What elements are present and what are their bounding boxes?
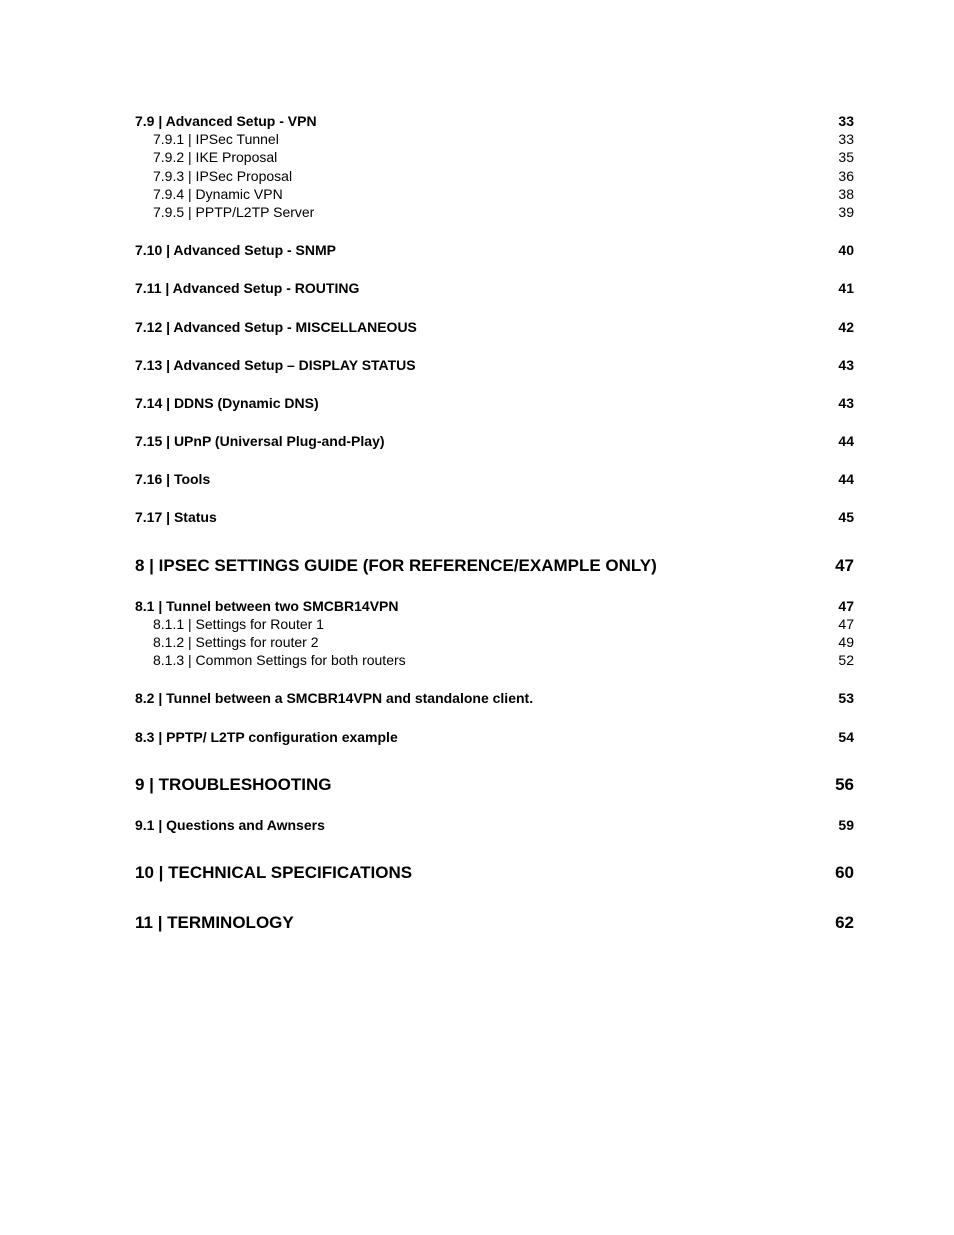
toc-sub-row: 7.9.2 | IKE Proposal 35 [135, 148, 854, 166]
toc-sub-row: 8.1.2 | Settings for router 2 49 [135, 633, 854, 651]
toc-chapter-11: 11 | TERMINOLOGY 62 [135, 912, 854, 934]
toc-header-label: 7.14 | DDNS (Dynamic DNS) [135, 394, 319, 412]
toc-header-label: 7.17 | Status [135, 508, 217, 526]
toc-sub-label: 8.1.3 | Common Settings for both routers [153, 651, 406, 669]
toc-header-page: 44 [824, 432, 854, 450]
toc-header-label: 8.2 | Tunnel between a SMCBR14VPN and st… [135, 689, 533, 707]
toc-chapter-label: 11 | TERMINOLOGY [135, 912, 294, 934]
toc-sub-page: 36 [824, 167, 854, 185]
toc-header-row: 8.1 | Tunnel between two SMCBR14VPN 47 [135, 597, 854, 615]
toc-chapter-page: 62 [835, 912, 854, 934]
toc-header-page: 44 [824, 470, 854, 488]
toc-header-label: 7.15 | UPnP (Universal Plug-and-Play) [135, 432, 385, 450]
toc-section-7-14: 7.14 | DDNS (Dynamic DNS) 43 [135, 394, 854, 412]
toc-header-row: 7.9 | Advanced Setup - VPN 33 [135, 112, 854, 130]
toc-chapter-label: 9 | TROUBLESHOOTING [135, 774, 332, 796]
toc-sub-row: 8.1.3 | Common Settings for both routers… [135, 651, 854, 669]
toc-header-label: 8.1 | Tunnel between two SMCBR14VPN [135, 597, 398, 615]
toc-header-label: 7.16 | Tools [135, 470, 210, 488]
toc-header-page: 45 [824, 508, 854, 526]
toc-header-page: 59 [824, 816, 854, 834]
toc-section-7-10: 7.10 | Advanced Setup - SNMP 40 [135, 241, 854, 259]
toc-sub-page: 33 [824, 130, 854, 148]
toc-sub-row: 7.9.1 | IPSec Tunnel 33 [135, 130, 854, 148]
toc-header-page: 43 [824, 356, 854, 374]
toc-sub-label: 7.9.3 | IPSec Proposal [153, 167, 292, 185]
toc-chapter-8: 8 | IPSEC SETTINGS GUIDE (FOR REFERENCE/… [135, 555, 854, 577]
toc-header-row: 7.13 | Advanced Setup – DISPLAY STATUS 4… [135, 356, 854, 374]
toc-sub-row: 8.1.1 | Settings for Router 1 47 [135, 615, 854, 633]
toc-header-row: 7.14 | DDNS (Dynamic DNS) 43 [135, 394, 854, 412]
toc-header-row: 8.2 | Tunnel between a SMCBR14VPN and st… [135, 689, 854, 707]
toc-header-row: 9.1 | Questions and Awnsers 59 [135, 816, 854, 834]
toc-chapter-9: 9 | TROUBLESHOOTING 56 [135, 774, 854, 796]
toc-header-label: 9.1 | Questions and Awnsers [135, 816, 325, 834]
toc-section-7-11: 7.11 | Advanced Setup - ROUTING 41 [135, 279, 854, 297]
toc-header-row: 7.11 | Advanced Setup - ROUTING 41 [135, 279, 854, 297]
toc-section-7-17: 7.17 | Status 45 [135, 508, 854, 526]
toc-section-7-9: 7.9 | Advanced Setup - VPN 33 7.9.1 | IP… [135, 112, 854, 221]
toc-chapter-label: 8 | IPSEC SETTINGS GUIDE (FOR REFERENCE/… [135, 555, 657, 577]
toc-sub-page: 47 [824, 615, 854, 633]
toc-header-label: 7.13 | Advanced Setup – DISPLAY STATUS [135, 356, 416, 374]
toc-header-page: 40 [824, 241, 854, 259]
toc-sub-row: 7.9.5 | PPTP/L2TP Server 39 [135, 203, 854, 221]
toc-header-label: 7.9 | Advanced Setup - VPN [135, 112, 317, 130]
toc-sub-row: 7.9.4 | Dynamic VPN 38 [135, 185, 854, 203]
toc-chapter-10: 10 | TECHNICAL SPECIFICATIONS 60 [135, 862, 854, 884]
toc-section-8-2: 8.2 | Tunnel between a SMCBR14VPN and st… [135, 689, 854, 707]
toc-header-row: 8.3 | PPTP/ L2TP configuration example 5… [135, 728, 854, 746]
toc-sub-label: 8.1.2 | Settings for router 2 [153, 633, 319, 651]
toc-sub-label: 7.9.4 | Dynamic VPN [153, 185, 283, 203]
toc-sub-row: 7.9.3 | IPSec Proposal 36 [135, 167, 854, 185]
toc-chapter-page: 60 [835, 862, 854, 884]
toc-chapter-page: 56 [835, 774, 854, 796]
toc-header-row: 7.12 | Advanced Setup - MISCELLANEOUS 42 [135, 318, 854, 336]
toc-header-row: 7.16 | Tools 44 [135, 470, 854, 488]
toc-section-8-3: 8.3 | PPTP/ L2TP configuration example 5… [135, 728, 854, 746]
toc-sub-page: 38 [824, 185, 854, 203]
toc-header-page: 53 [824, 689, 854, 707]
toc-sub-page: 35 [824, 148, 854, 166]
toc-sub-label: 7.9.5 | PPTP/L2TP Server [153, 203, 314, 221]
toc-section-7-13: 7.13 | Advanced Setup – DISPLAY STATUS 4… [135, 356, 854, 374]
toc-section-7-15: 7.15 | UPnP (Universal Plug-and-Play) 44 [135, 432, 854, 450]
toc-section-7-12: 7.12 | Advanced Setup - MISCELLANEOUS 42 [135, 318, 854, 336]
toc-chapter-label: 10 | TECHNICAL SPECIFICATIONS [135, 862, 412, 884]
toc-sub-label: 7.9.2 | IKE Proposal [153, 148, 277, 166]
table-of-contents: 7.9 | Advanced Setup - VPN 33 7.9.1 | IP… [135, 112, 854, 934]
toc-chapter-page: 47 [835, 555, 854, 577]
toc-header-label: 7.10 | Advanced Setup - SNMP [135, 241, 336, 259]
toc-section-9-1: 9.1 | Questions and Awnsers 59 [135, 816, 854, 834]
toc-sub-page: 49 [824, 633, 854, 651]
toc-header-page: 33 [824, 112, 854, 130]
toc-section-8-1: 8.1 | Tunnel between two SMCBR14VPN 47 8… [135, 597, 854, 670]
toc-header-label: 7.12 | Advanced Setup - MISCELLANEOUS [135, 318, 417, 336]
toc-header-page: 42 [824, 318, 854, 336]
toc-sub-page: 39 [824, 203, 854, 221]
toc-header-label: 7.11 | Advanced Setup - ROUTING [135, 279, 359, 297]
toc-header-page: 43 [824, 394, 854, 412]
toc-header-page: 41 [824, 279, 854, 297]
toc-sub-page: 52 [824, 651, 854, 669]
toc-header-row: 7.17 | Status 45 [135, 508, 854, 526]
toc-header-page: 54 [824, 728, 854, 746]
toc-header-page: 47 [824, 597, 854, 615]
toc-header-row: 7.15 | UPnP (Universal Plug-and-Play) 44 [135, 432, 854, 450]
toc-sub-label: 8.1.1 | Settings for Router 1 [153, 615, 324, 633]
toc-sub-label: 7.9.1 | IPSec Tunnel [153, 130, 279, 148]
toc-section-7-16: 7.16 | Tools 44 [135, 470, 854, 488]
toc-header-label: 8.3 | PPTP/ L2TP configuration example [135, 728, 398, 746]
toc-header-row: 7.10 | Advanced Setup - SNMP 40 [135, 241, 854, 259]
